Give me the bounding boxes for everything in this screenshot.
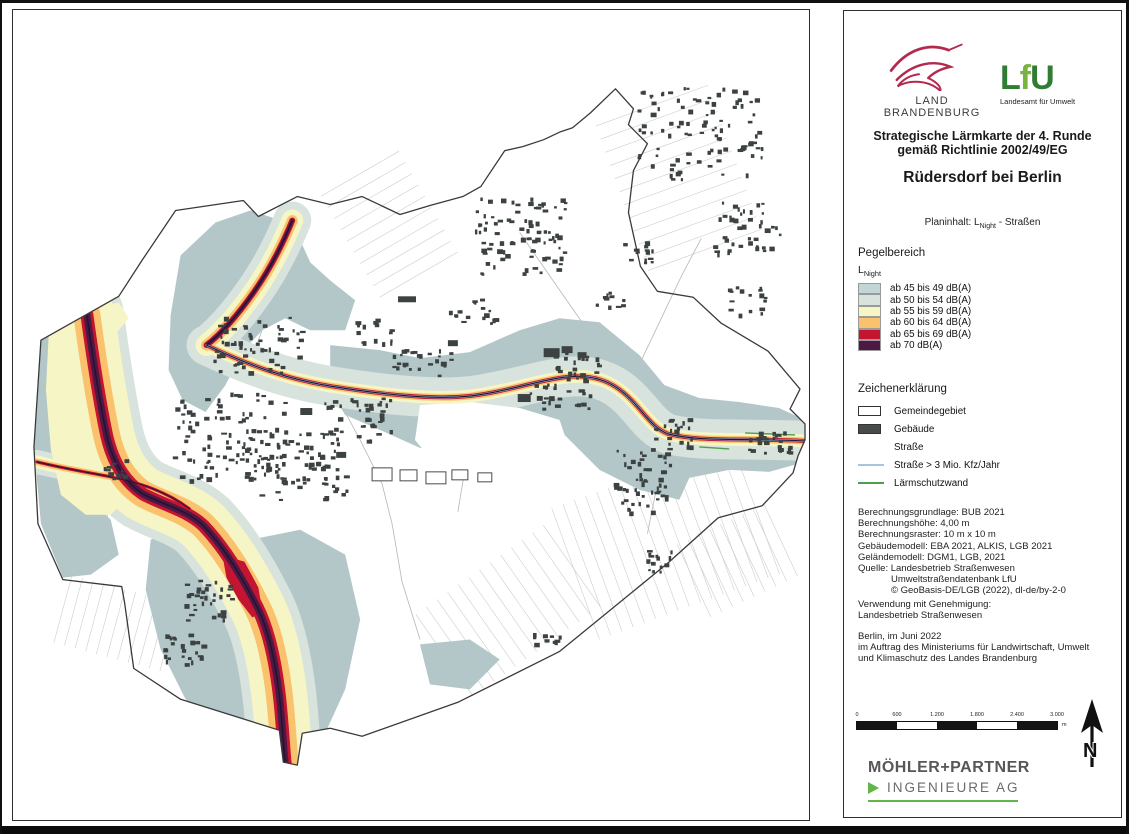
brandenburg-logo-line2: BRANDENBURG <box>883 106 981 119</box>
map-area <box>12 9 810 821</box>
color-swatch <box>858 317 881 329</box>
legend-row-strasse: Straße <box>894 441 924 453</box>
scan-edge-bottom <box>0 826 1129 834</box>
map-title-line2: gemäß Richtlinie 2002/49/EG <box>897 143 1068 157</box>
info-line: Berechnungsgrundlage: BUB 2021 <box>858 507 1005 518</box>
color-swatch <box>858 339 881 352</box>
legend-panel: LAND BRANDENBURG LfU Landesamt für Umwel… <box>843 10 1122 818</box>
green-triangle-icon <box>868 781 879 794</box>
lfu-logo: LfU Landesamt für Umwelt <box>1000 61 1100 106</box>
info-line: © GeoBasis-DE/LGB (2022), dl-de/by-2-0 <box>891 585 1066 597</box>
legend-row: ab 50 bis 54 dB(A) <box>858 294 1098 306</box>
info-line: Berechnungsraster: 10 m x 10 m <box>858 529 996 541</box>
moehler-partner-logo: MÖHLER+PARTNER INGENIEURE AG <box>868 759 1098 802</box>
info-line: Berechnungshöhe: 4,00 m <box>858 518 970 530</box>
industrial-buildings <box>300 296 587 458</box>
legend-row: ab 55 bis 59 dB(A) <box>858 305 1098 318</box>
legend-row-gemeindegebiet: Gemeindegebiet <box>858 402 1108 420</box>
legend-row-strasse3mio: Straße > 3 Mio. Kfz/Jahr <box>858 456 1108 474</box>
lfu-logo-caption: Landesamt für Umwelt <box>1000 97 1076 106</box>
land-brandenburg-logo: LAND BRANDENBURG <box>872 39 992 119</box>
parcel-lines <box>53 84 798 697</box>
info-line: Umweltstraßendatenbank LfU <box>891 574 1017 586</box>
noise-map-svg <box>33 84 806 766</box>
building-symbol <box>858 424 881 434</box>
legend-row: ab 45 bis 49 dB(A) <box>858 282 1098 295</box>
color-swatch <box>858 328 881 341</box>
info-line: Gebäudemodell: EBA 2021, ALKIS, LGB 2021 <box>858 540 1053 552</box>
scan-edge-top <box>0 0 1129 3</box>
major-road-symbol <box>858 464 884 466</box>
brandenburg-logo-line1: LAND <box>915 95 949 107</box>
north-arrow-icon: N <box>1074 697 1110 771</box>
north-letter: N <box>1083 740 1097 762</box>
map-title-line1: Strategische Lärmkarte der 4. Runde <box>873 129 1092 143</box>
green-rule <box>868 800 1018 802</box>
noise-class-legend: ab 45 bis 49 dB(A) ab 50 bis 54 dB(A) ab… <box>858 282 1098 352</box>
map-subtitle: Rüdersdorf bei Berlin <box>903 169 1062 186</box>
legend-row-laermschutzwand: Lärmschutzwand <box>858 474 1108 492</box>
imprint-note: Berlin, im Juni 2022 im Auftrag des Mini… <box>858 631 1090 665</box>
scale-bar: 0 600 1.200 1.800 2.400 3.000 m <box>855 712 1067 730</box>
legend-row: ab 65 bis 69 dB(A) <box>858 328 1098 341</box>
noise-barrier-symbol <box>858 482 884 484</box>
zeichenerklaerung-heading: Zeichenerklärung <box>858 383 947 395</box>
scale-bar-segments <box>856 721 1058 730</box>
buildings-layer <box>103 87 794 667</box>
scan-edge-left <box>0 0 2 834</box>
municipality-boundary <box>33 88 806 766</box>
pegelbereich-heading: Pegelbereich <box>858 247 926 259</box>
noise-bands <box>33 201 806 766</box>
color-swatch <box>858 282 881 295</box>
factory-outlined-buildings <box>371 467 493 485</box>
permission-note: Verwendung mit Genehmigung: Landesbetrie… <box>858 599 992 622</box>
municipality-area-symbol <box>858 406 881 416</box>
symbol-legend: Gemeindegebiet Gebäude Straße Straße > 3… <box>858 402 1108 492</box>
legend-row-gebaeude: Gebäude <box>858 420 1108 438</box>
lfu-logo-text: LfU <box>1000 59 1055 97</box>
color-swatch <box>858 305 881 318</box>
calculation-info-block: Berechnungsgrundlage: BUB 2021 Berechnun… <box>858 507 1108 597</box>
info-line: Geländemodell: DGM1, LGB, 2021 <box>858 551 1006 563</box>
scan-edge-right <box>1126 0 1129 834</box>
color-swatch <box>858 294 881 306</box>
brandenburg-bird-icon <box>889 43 963 94</box>
pegelbereich-sublabel: LNight <box>858 264 881 279</box>
legend-row: ab 60 bis 64 dB(A) <box>858 317 1098 329</box>
info-line: Quelle: Landesbetrieb Straßenwesen <box>858 563 1015 575</box>
plan-content-label: Planinhalt: LNight - Straßen <box>924 217 1041 230</box>
legend-row: ab 70 dB(A) <box>858 339 1098 352</box>
